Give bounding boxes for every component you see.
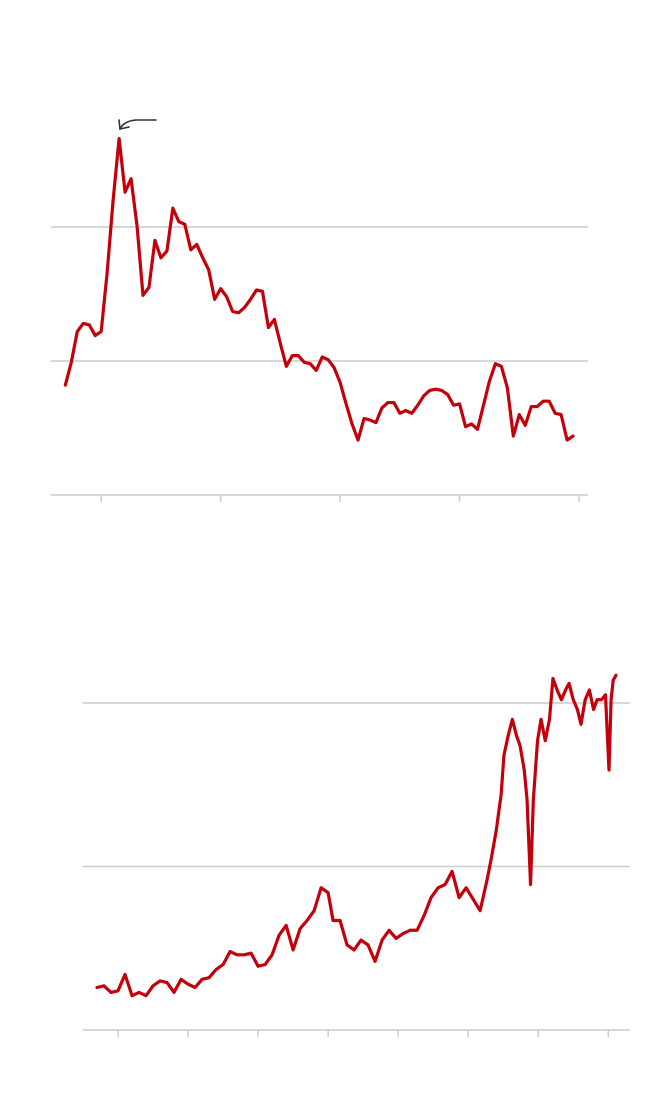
chart (83, 673, 630, 1037)
line (63, 136, 575, 442)
annotation-arrow (118, 119, 157, 130)
arrow-head (118, 119, 130, 130)
arrow-line (119, 119, 157, 130)
line (95, 673, 618, 998)
chart (51, 136, 588, 502)
